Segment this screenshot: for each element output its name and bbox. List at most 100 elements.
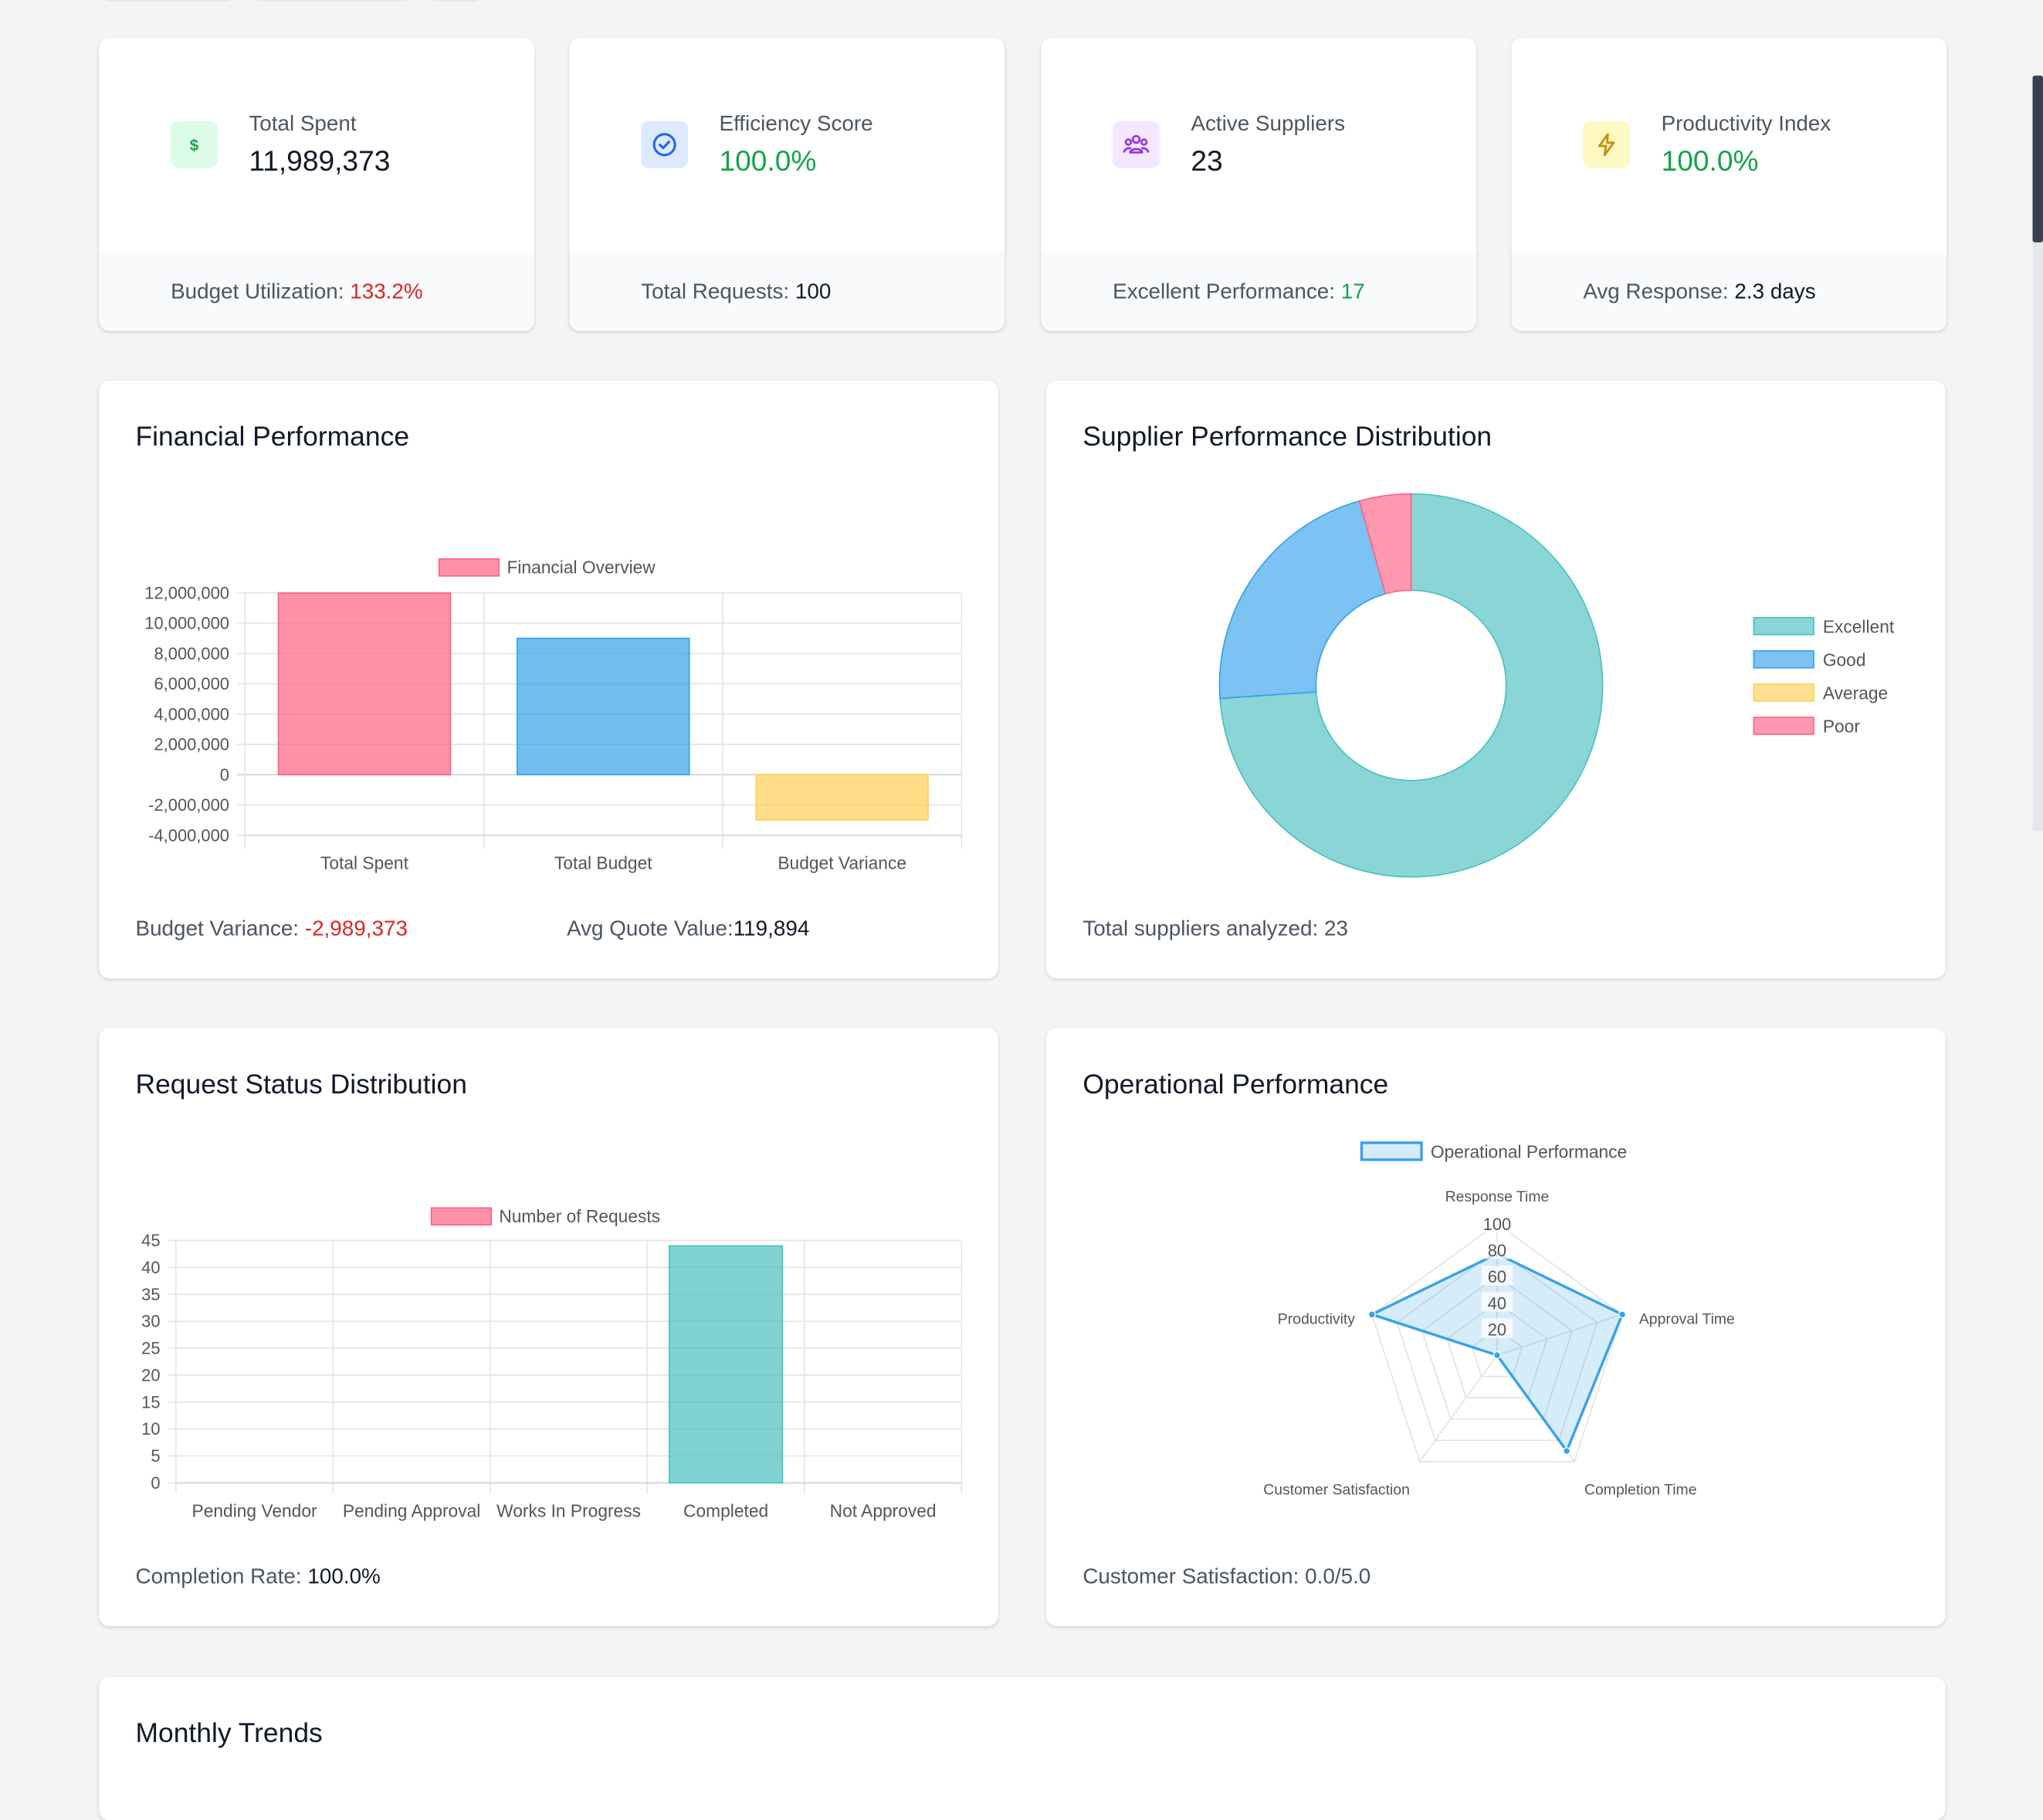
stat-footer-label: Budget Utilization:: [171, 280, 350, 303]
radar-tick-label: 100: [1483, 1215, 1512, 1234]
stat-value: 11,989,373: [249, 144, 390, 178]
bar: [517, 639, 689, 775]
radar-point: [1494, 1352, 1501, 1359]
lightning-icon: [1583, 121, 1630, 168]
request-status-bar-chart: Number of Requests454035302520151050Pend…: [99, 1158, 998, 1588]
x-tick-label: Completed: [683, 1500, 768, 1520]
bar: [756, 774, 928, 820]
avg-quote-value: 119,894: [734, 917, 810, 941]
radar-axis-label: Completion Time: [1584, 1482, 1697, 1499]
budget-variance-label: Budget Variance:: [136, 917, 305, 941]
y-tick-label: 20: [141, 1365, 160, 1384]
card-title: Supplier Performance Distribution: [1082, 422, 1492, 454]
legend-label: Number of Requests: [499, 1206, 660, 1226]
top-tab-2[interactable]: [256, 0, 409, 2]
svg-text:$: $: [190, 137, 198, 154]
y-tick-label: -4,000,000: [148, 825, 229, 845]
y-tick-label: 12,000,000: [144, 583, 229, 602]
x-tick-label: Budget Variance: [778, 853, 906, 873]
stat-card-efficiency: Efficiency Score 100.0% Total Requests: …: [569, 38, 1005, 331]
check-circle-icon: [641, 121, 688, 168]
legend-swatch: [1753, 684, 1814, 701]
supplier-footer: Total suppliers analyzed: 23: [1082, 917, 1348, 942]
radar-point: [1619, 1311, 1626, 1318]
radar-point: [1564, 1448, 1570, 1455]
customer-satisfaction-summary: Customer Satisfaction: 0.0/5.0: [1082, 1565, 1370, 1590]
legend-label: Good: [1823, 649, 1866, 669]
stat-label: Active Suppliers: [1191, 112, 1345, 137]
financial-performance-card: Financial Performance Financial Overview…: [99, 381, 998, 979]
radar-tick-label: 80: [1488, 1241, 1506, 1260]
completion-rate-summary: Completion Rate: 100.0%: [136, 1565, 381, 1590]
stat-footer-label: Avg Response:: [1583, 280, 1734, 303]
y-tick-label: 4,000,000: [154, 704, 229, 724]
completion-rate-value: 100.0%: [307, 1565, 380, 1588]
legend-swatch: [432, 1208, 492, 1225]
x-tick-label: Works In Progress: [496, 1500, 641, 1520]
radar-spoke: [1420, 1355, 1497, 1462]
y-tick-label: 15: [141, 1392, 160, 1412]
stat-value: 100.0%: [720, 144, 817, 178]
legend-swatch: [1361, 1143, 1421, 1160]
y-tick-label: 0: [220, 765, 229, 785]
y-tick-label: 30: [141, 1312, 160, 1331]
budget-variance-value: -2,989,373: [305, 917, 408, 941]
radar-tick-label: 20: [1488, 1320, 1506, 1339]
users-icon: [1113, 121, 1160, 168]
avg-quote-label: Avg Quote Value:: [567, 917, 734, 941]
stat-footer-value: 133.2%: [350, 280, 422, 303]
operational-radar-chart: Operational Performance20406080100Respon…: [1046, 1126, 1945, 1543]
card-title: Request Status Distribution: [136, 1069, 467, 1101]
stat-footer-label: Excellent Performance:: [1113, 280, 1341, 303]
stat-card-productivity: Productivity Index 100.0% Avg Response: …: [1512, 38, 1947, 331]
x-tick-label: Not Approved: [830, 1500, 937, 1520]
radar-point: [1368, 1311, 1375, 1318]
radar-axis-label: Response Time: [1445, 1188, 1550, 1205]
y-tick-label: 25: [141, 1339, 160, 1358]
stat-footer-value: 17: [1341, 280, 1365, 303]
operational-performance-card: Operational Performance Operational Perf…: [1046, 1028, 1945, 1626]
y-tick-label: 5: [151, 1446, 160, 1466]
y-tick-label: 6,000,000: [154, 674, 229, 693]
card-title: Operational Performance: [1082, 1069, 1388, 1101]
monthly-trends-card: Monthly Trends: [99, 1677, 1945, 1820]
stat-footer: Total Requests: 100: [569, 252, 1005, 330]
x-tick-label: Total Budget: [554, 853, 652, 873]
legend-label: Financial Overview: [507, 558, 656, 578]
bar: [279, 593, 451, 774]
x-tick-label: Pending Approval: [343, 1500, 480, 1520]
radar-axis-label: Customer Satisfaction: [1263, 1482, 1410, 1499]
top-tab-3[interactable]: [430, 0, 479, 2]
y-tick-label: 35: [141, 1285, 160, 1304]
stat-value: 23: [1191, 144, 1222, 178]
stat-label: Efficiency Score: [720, 112, 873, 137]
radar-tick-label: 40: [1488, 1293, 1506, 1313]
budget-variance-summary: Budget Variance: -2,989,373: [136, 917, 408, 942]
top-tab-1[interactable]: [104, 0, 232, 2]
financial-bar-chart: Financial Overview 12,000,000 10,000,000 8,…: [99, 511, 998, 941]
y-tick-label: -2,000,000: [148, 795, 229, 815]
stat-footer-value: 100: [795, 280, 831, 303]
radar-tick-label: 60: [1488, 1267, 1506, 1286]
legend-label: Average: [1823, 683, 1888, 703]
stat-card-total-spent: $ Total Spent 11,989,373 Budget Utilizat…: [99, 38, 534, 331]
x-tick-label: Pending Vendor: [192, 1500, 317, 1520]
pie-slice: [1220, 501, 1386, 699]
y-tick-label: 8,000,000: [154, 644, 229, 663]
legend-swatch: [1753, 651, 1814, 668]
scrollbar-thumb[interactable]: [2033, 76, 2043, 242]
card-title: Financial Performance: [136, 422, 410, 454]
y-tick-label: 40: [141, 1258, 160, 1277]
legend-label: Poor: [1823, 716, 1861, 736]
y-tick-label: 0: [151, 1473, 160, 1493]
stat-footer-value: 2.3 days: [1734, 280, 1815, 303]
legend-label: Excellent: [1823, 616, 1895, 636]
y-tick-label: 10,000,000: [144, 614, 229, 633]
avg-quote-summary: Avg Quote Value:119,894: [567, 917, 809, 942]
legend-swatch: [439, 559, 500, 576]
x-tick-label: Total Spent: [320, 853, 409, 873]
stat-label: Productivity Index: [1662, 112, 1831, 137]
completion-rate-label: Completion Rate:: [136, 1565, 308, 1588]
radar-axis-label: Approval Time: [1639, 1311, 1735, 1328]
